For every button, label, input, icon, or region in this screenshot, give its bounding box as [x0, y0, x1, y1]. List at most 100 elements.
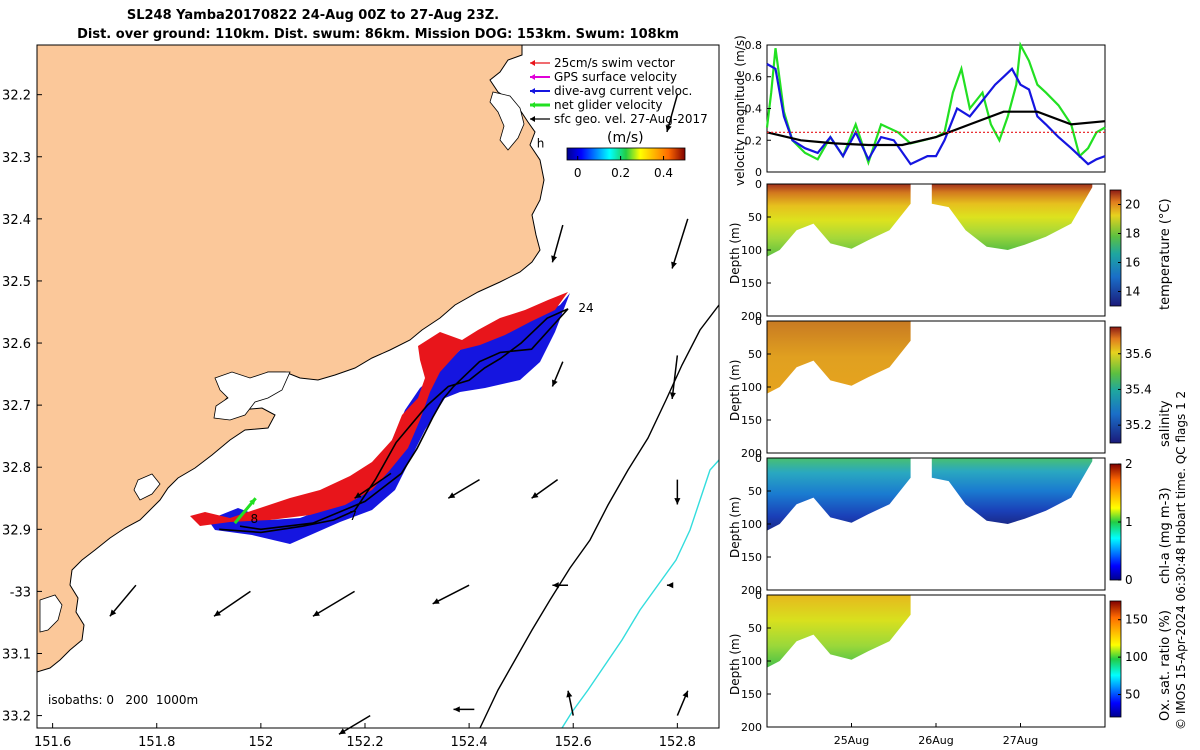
- map-estuary-1: [213, 371, 291, 421]
- y-tick-label: 32.5: [2, 275, 31, 290]
- map-colorbar: (m/s) 0 0.2 0.4: [566, 130, 686, 180]
- colorbar-label: temperature (°C): [1158, 198, 1173, 310]
- section-x-axis: 25Aug 26Aug 27Aug: [834, 723, 1038, 747]
- section-panel-salinity: 0 50 100 150 200 Depth (m) 35.2 35.4 35.6 salinit…: [728, 315, 1173, 460]
- legend-entry: 25cm/s swim vector: [554, 56, 675, 70]
- y-tick-label: 50: [748, 622, 762, 635]
- figure-title-line2: Dist. over ground: 110km. Dist. swum: 86…: [77, 27, 679, 42]
- legend-entry: dive-avg current veloc.: [554, 84, 692, 98]
- dive-avg-plume: [208, 293, 570, 544]
- y-tick-label: 200: [741, 721, 762, 734]
- y-tick-label: 32.6: [2, 337, 31, 352]
- y-tick-label: 100: [741, 655, 762, 668]
- colorbar-label: chl-a (mg m-3): [1158, 487, 1173, 584]
- colorbar-tick-label: 1: [1125, 515, 1133, 529]
- y-tick-label: 200: [741, 310, 762, 323]
- velocity-y-axis: 0 0.2 0.4 0.6 0.8: [745, 39, 771, 179]
- arrowhead-icon: [671, 261, 677, 269]
- section-ylabel: Depth (m): [728, 634, 742, 695]
- sfc-geo-arrow: [447, 478, 480, 499]
- colorbar-gradient: [1109, 326, 1122, 444]
- colorbar-ticks: 0 0.2 0.4: [574, 156, 673, 180]
- colorbar-tick-label: 35.6: [1125, 347, 1152, 361]
- map-frame: [36, 44, 720, 729]
- sfc-geo-arrow: [453, 706, 475, 713]
- section-panel-oxygen: 0 50 100 150 200 Depth (m) 50 100 150 Ox. sat. ra…: [728, 589, 1173, 734]
- colorbar-tick-label: 50: [1125, 688, 1140, 702]
- day-label: 7: [349, 509, 357, 523]
- section-panel-temperature: 0 50 100 150 200 Depth (m) 14 16 18 20 temperature…: [728, 178, 1173, 323]
- y-tick-label: 100: [741, 518, 762, 531]
- arrow-left-icon: [530, 88, 535, 94]
- legend-entry: net glider velocity: [554, 98, 662, 112]
- section-profile-fill: [931, 458, 1093, 524]
- map-estuary-4: [39, 594, 63, 633]
- arrowhead-icon: [338, 728, 346, 735]
- arrow-left-icon: [530, 60, 535, 66]
- arrowhead-icon: [354, 492, 362, 499]
- day-labels: 24 8 7 h: [250, 136, 593, 526]
- map-legend: 25cm/s swim vector GPS surface velocity …: [530, 56, 708, 126]
- x-tick-label: 152.4: [450, 735, 487, 750]
- section-profile-fill: [767, 321, 911, 394]
- x-tick-label: 25Aug: [834, 734, 869, 747]
- glider-track: [219, 308, 569, 534]
- isobath-1000: [561, 459, 720, 729]
- sfc-geo-arrow: [665, 94, 679, 133]
- arrowhead-icon: [432, 598, 440, 604]
- sfc-geo-arrow: [531, 479, 559, 499]
- sfc-geo-arrow: [551, 361, 564, 387]
- sfc-geo-arrow: [109, 584, 137, 617]
- y-tick-label: 0: [755, 178, 762, 191]
- day-label: 24: [578, 301, 593, 315]
- y-tick-label: 0.6: [745, 71, 763, 84]
- sfc-geo-arrow: [338, 714, 371, 735]
- arrowhead-icon: [566, 690, 573, 698]
- y-tick-label: 0: [755, 315, 762, 328]
- y-tick-label: -33: [10, 585, 31, 600]
- y-tick-label: 100: [741, 381, 762, 394]
- arrow-shaft: [213, 590, 251, 617]
- y-tick-label: 32.8: [2, 461, 31, 476]
- sfc-geo-arrow: [669, 355, 679, 400]
- sfc-geo-arrow: [676, 690, 689, 716]
- velocity-series-line: [766, 110, 1106, 147]
- colorbar-gradient: [1109, 600, 1122, 718]
- arrow-shaft: [671, 218, 689, 269]
- colorbar-tick-label: 100: [1125, 650, 1148, 664]
- sfc-geo-arrow: [566, 690, 574, 716]
- arrow-shaft: [432, 584, 470, 605]
- sfc-geo-arrow: [674, 479, 681, 505]
- section-profile-fill: [767, 184, 911, 257]
- sfc-geo-arrow: [671, 218, 689, 269]
- y-tick-label: 0.4: [745, 103, 763, 116]
- arrowhead-icon: [552, 582, 559, 589]
- y-tick-label: 32.3: [2, 151, 31, 166]
- y-tick-label: 50: [748, 348, 762, 361]
- arrowhead-icon: [249, 498, 256, 506]
- colorbar-tick-label: 0.2: [611, 166, 630, 180]
- figure-title-line1: SL248 Yamba20170822 24-Aug 00Z to 27-Aug…: [127, 8, 499, 23]
- sfc-geo-arrow: [551, 224, 564, 263]
- sfc-geo-arrow: [552, 582, 569, 589]
- arrowhead-icon: [669, 392, 676, 399]
- colorbar-gradient: [1109, 189, 1122, 307]
- colorbar-tick-label: 16: [1125, 256, 1140, 270]
- arrow-shaft: [109, 584, 137, 617]
- colorbar-tick-label: 20: [1125, 198, 1140, 212]
- y-tick-label: 33.1: [2, 647, 31, 662]
- arrow-left-icon: [530, 102, 535, 108]
- day-label: h: [537, 136, 545, 150]
- y-tick-label: 0.8: [745, 39, 763, 52]
- x-tick-label: 152.2: [346, 735, 383, 750]
- colorbar-tick-label: 2: [1125, 457, 1133, 471]
- y-tick-label: 0: [755, 452, 762, 465]
- arrow-shaft: [354, 472, 392, 499]
- arrow-left-icon: [530, 116, 535, 122]
- x-tick-label: 152: [248, 735, 273, 750]
- section-ylabel: Depth (m): [728, 360, 742, 421]
- sfc-geo-arrow: [213, 590, 251, 617]
- y-tick-label: 32.2: [2, 89, 31, 104]
